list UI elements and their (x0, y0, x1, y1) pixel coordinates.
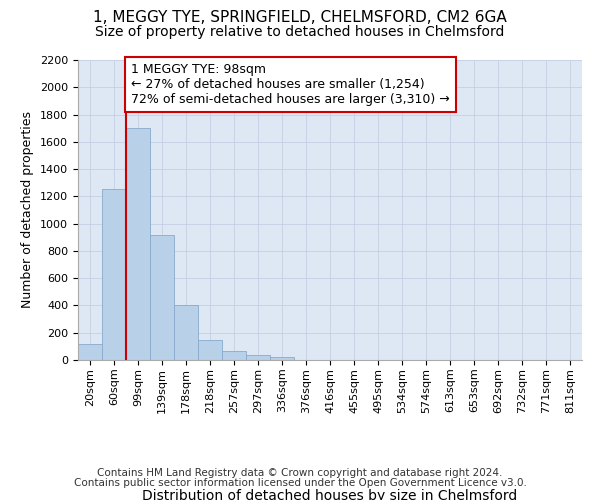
Text: 1, MEGGY TYE, SPRINGFIELD, CHELMSFORD, CM2 6GA: 1, MEGGY TYE, SPRINGFIELD, CHELMSFORD, C… (93, 10, 507, 25)
Text: Contains HM Land Registry data © Crown copyright and database right 2024.: Contains HM Land Registry data © Crown c… (97, 468, 503, 477)
Bar (102, 189, 126, 360)
Bar (246, 355, 270, 360)
Y-axis label: Number of detached properties: Number of detached properties (22, 112, 34, 308)
Text: 1 MEGGY TYE: 98sqm
← 27% of detached houses are smaller (1,254)
72% of semi-deta: 1 MEGGY TYE: 98sqm ← 27% of detached hou… (131, 63, 449, 106)
Bar (150, 234, 174, 360)
Text: Size of property relative to detached houses in Chelmsford: Size of property relative to detached ho… (95, 25, 505, 39)
Bar (270, 358, 294, 360)
Bar (174, 306, 198, 360)
X-axis label: Distribution of detached houses by size in Chelmsford: Distribution of detached houses by size … (142, 489, 518, 500)
Text: Contains public sector information licensed under the Open Government Licence v3: Contains public sector information licen… (74, 478, 526, 488)
Bar (126, 128, 150, 360)
Bar (78, 344, 102, 360)
Bar (198, 340, 222, 360)
Bar (222, 351, 246, 360)
